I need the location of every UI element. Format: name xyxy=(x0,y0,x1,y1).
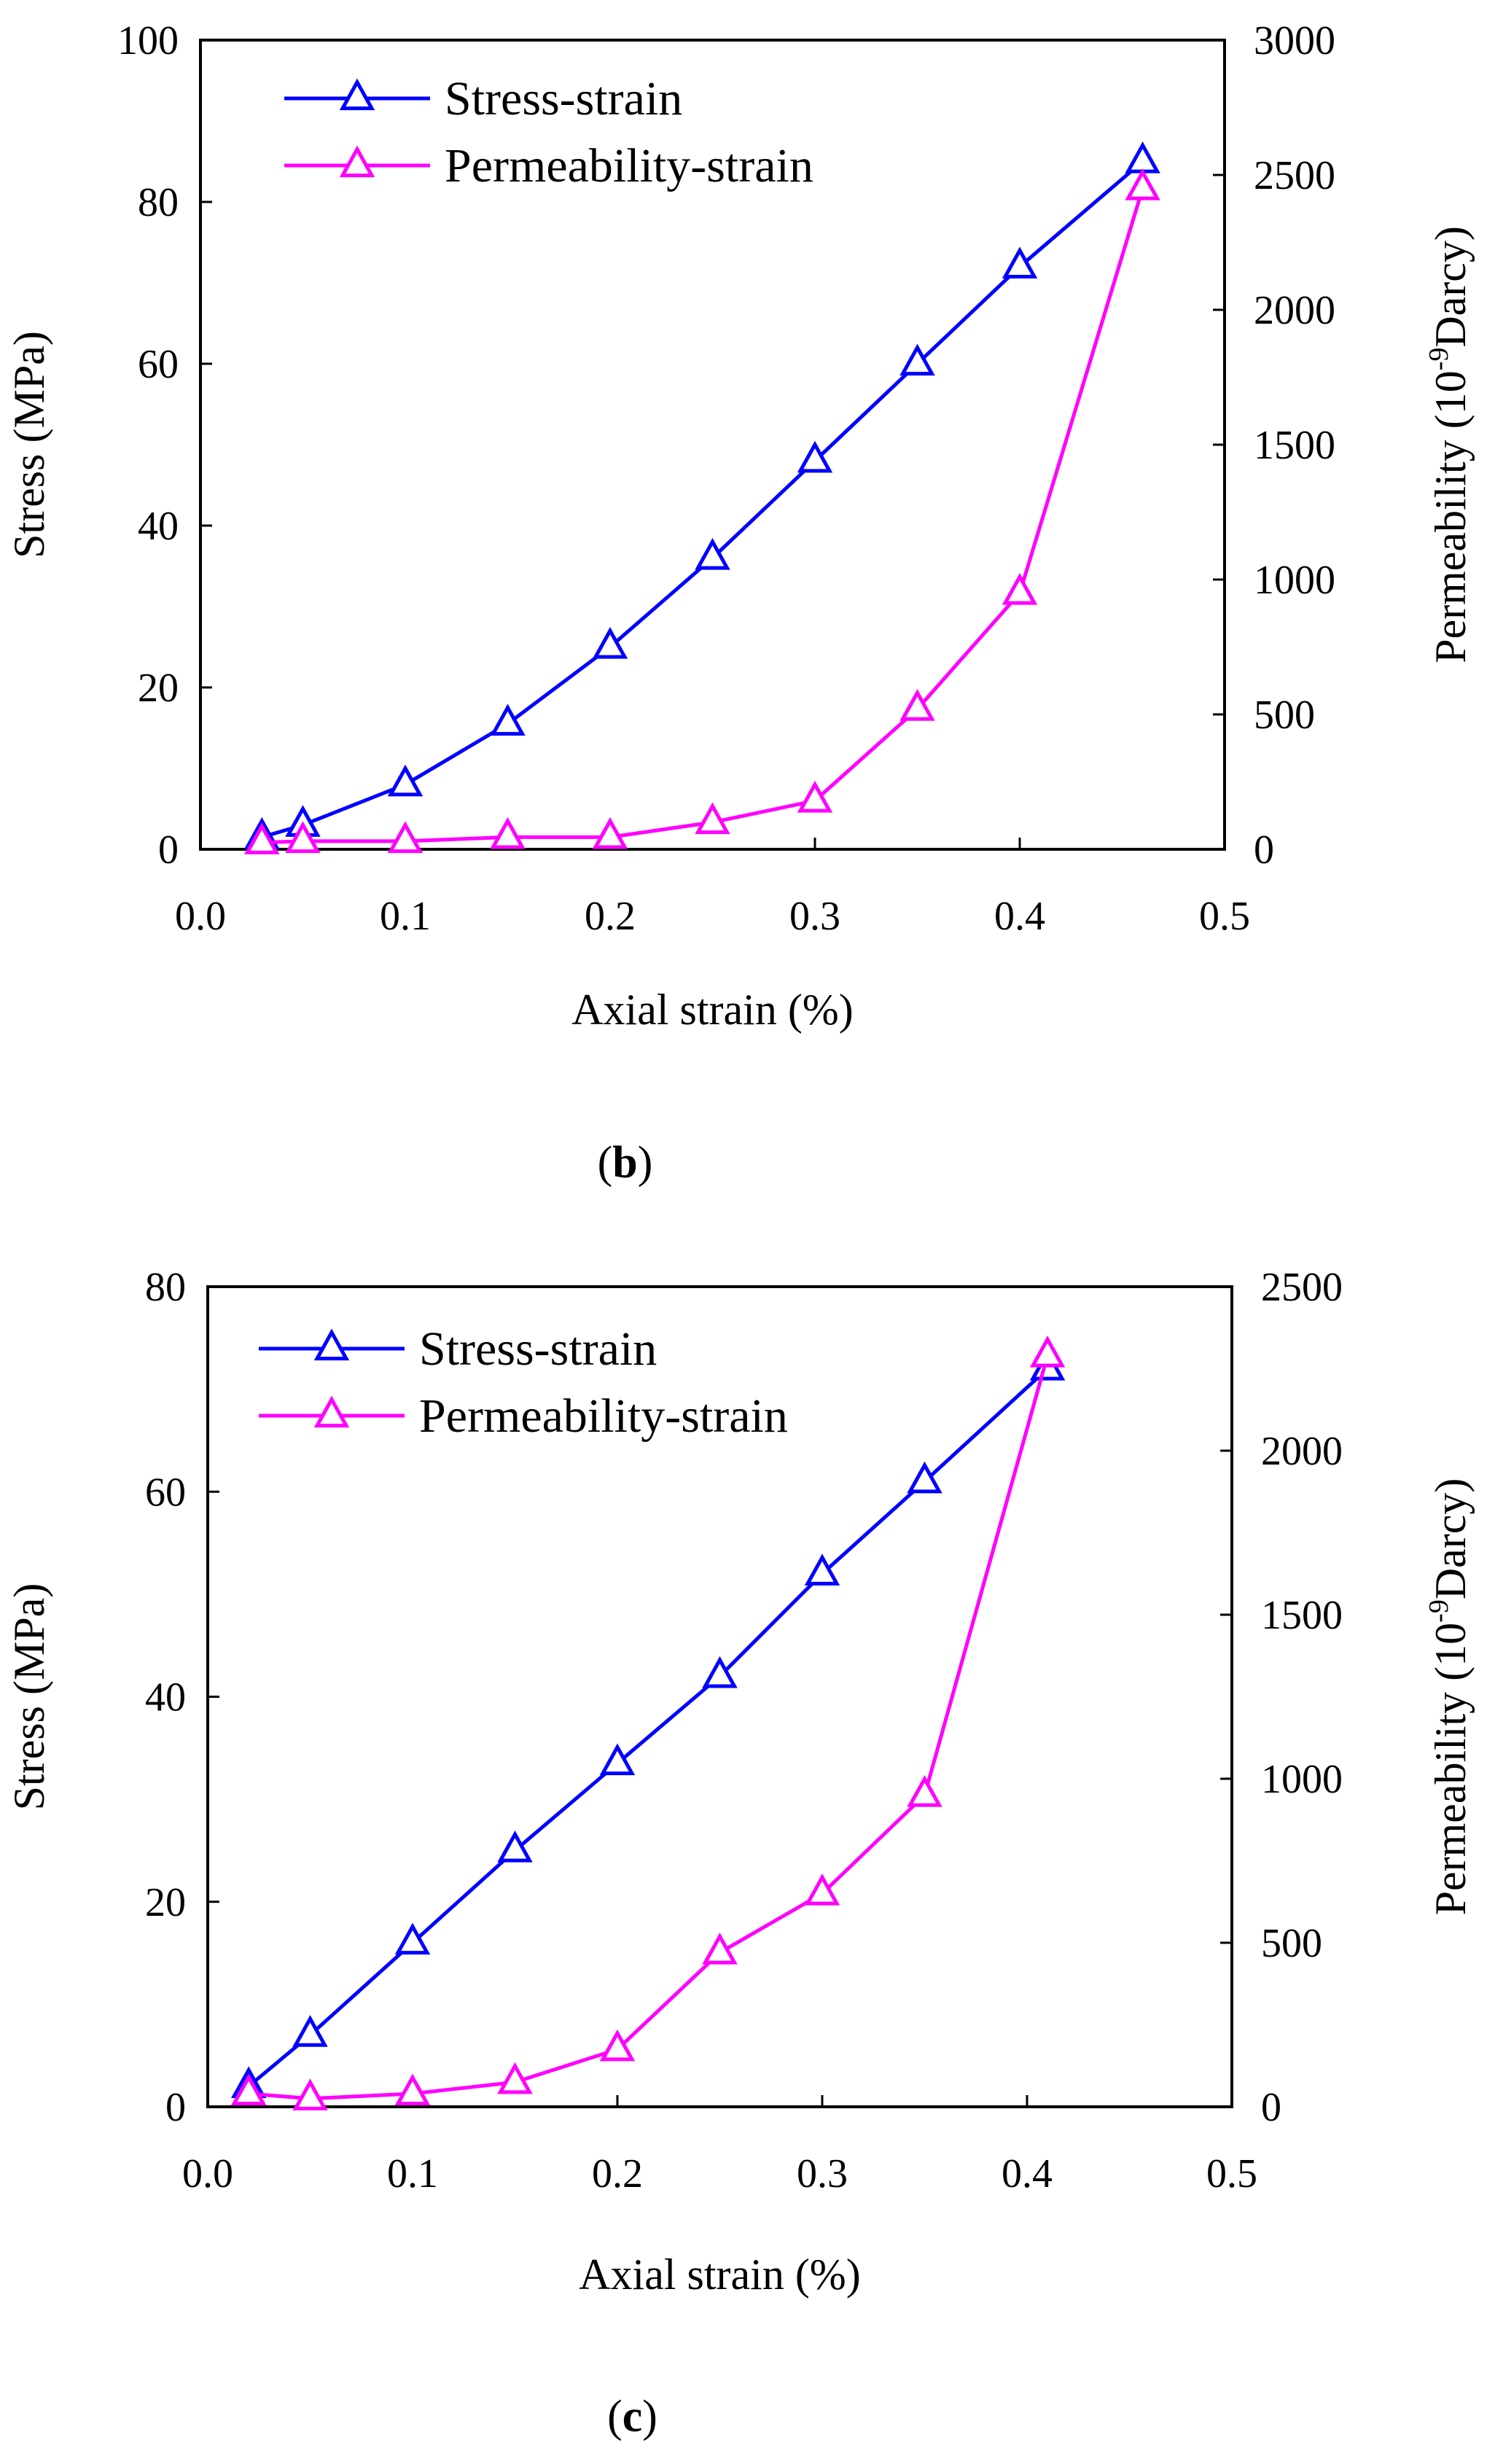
y2-tick-label: 2500 xyxy=(1254,153,1335,198)
y2-title-exponent: -9 xyxy=(1424,1599,1454,1623)
y2-tick-label: 500 xyxy=(1254,693,1315,738)
x-tick-label: 0.5 xyxy=(1199,894,1250,939)
y2-tick-label: 1500 xyxy=(1254,423,1335,468)
stress-strain-line xyxy=(261,160,1144,839)
permeability-strain-point xyxy=(599,2029,636,2062)
x-axis-title: Axial strain (%) xyxy=(571,986,854,1034)
permeability-strain-point xyxy=(497,2062,533,2094)
y-axis-title: Stress (MPa) xyxy=(5,1583,53,1811)
y-tick-label: 60 xyxy=(145,1470,186,1515)
y-tick-label: 0 xyxy=(165,2085,186,2130)
y-tick-label: 0 xyxy=(158,827,179,873)
panel-b: 0.0 0.1 0.2 0.3 0.4 0.50204060801000500100015… xyxy=(5,18,1475,1188)
y-tick-label: 40 xyxy=(145,1675,186,1720)
y-tick-label: 100 xyxy=(117,18,179,63)
y2-tick-label: 500 xyxy=(1261,1921,1322,1966)
legend-label-stress-strain: Stress-strain xyxy=(445,72,682,125)
y2-tick-label: 1500 xyxy=(1261,1593,1343,1638)
y-tick-label: 20 xyxy=(138,666,179,711)
y-axis-title: Stress (MPa) xyxy=(5,331,53,558)
x-tick-label: 0.0 xyxy=(175,894,226,939)
stress-strain-point xyxy=(804,1553,840,1586)
legend-label-permeability-strain: Permeability-strain xyxy=(445,139,813,192)
y2-title-exponent: -9 xyxy=(1424,348,1454,371)
stress-strain-point xyxy=(899,343,935,376)
permeability-strain-point xyxy=(490,816,526,849)
stress-strain-point xyxy=(497,1830,533,1863)
permeability-strain-point xyxy=(797,780,833,813)
stress-strain-point xyxy=(394,1922,431,1955)
stress-strain-point xyxy=(797,440,833,473)
stress-strain-point xyxy=(702,1656,738,1688)
permeability-strain-point xyxy=(899,689,935,721)
stress-strain-point xyxy=(592,627,628,659)
permeability-strain-point xyxy=(702,1933,738,1965)
x-tick-label: 0.1 xyxy=(380,894,431,939)
y2-tick-label: 1000 xyxy=(1261,1757,1343,1802)
permeability-strain-point xyxy=(285,821,321,854)
legend-marker-stress-strain xyxy=(339,78,375,111)
y2-tick-label: 2000 xyxy=(1261,1429,1343,1474)
permeability-strain-point xyxy=(387,821,423,854)
legend-label-permeability-strain: Permeability-strain xyxy=(419,1389,788,1443)
y-tick-label: 40 xyxy=(138,504,179,549)
permeability-strain-point xyxy=(907,1775,942,1807)
permeability-strain-point xyxy=(695,802,730,835)
legend-marker-permeability-strain xyxy=(313,1395,350,1428)
x-tick-label: 0.5 xyxy=(1206,2151,1257,2196)
y-tick-label: 80 xyxy=(145,1265,186,1310)
y2-tick-label: 3000 xyxy=(1254,18,1335,63)
permeability-strain-point xyxy=(1029,1336,1066,1368)
y2-title-prefix: Permeability (10 xyxy=(1426,1623,1475,1916)
stress-strain-point xyxy=(907,1461,942,1494)
x-tick-label: 0.4 xyxy=(994,894,1045,939)
y2-axis-title: Permeability (10-9Darcy) xyxy=(1424,226,1475,663)
stress-strain-point xyxy=(599,1743,636,1776)
x-tick-label: 0.0 xyxy=(182,2151,233,2196)
stress-strain-point xyxy=(387,764,423,797)
permeability-strain-line xyxy=(262,187,1144,845)
x-tick-label: 0.2 xyxy=(592,2151,643,2196)
stress-strain-point xyxy=(695,537,730,570)
permeability-strain-point xyxy=(230,2073,267,2106)
stress-strain-point xyxy=(1002,246,1038,278)
y2-tick-label: 0 xyxy=(1254,827,1274,873)
legend-marker-stress-strain xyxy=(313,1328,350,1361)
y-tick-label: 80 xyxy=(138,180,179,225)
y2-title-suffix: Darcy) xyxy=(1426,226,1475,348)
permeability-strain-point xyxy=(592,816,628,849)
x-tick-label: 0.2 xyxy=(585,894,636,939)
permeability-strain-point xyxy=(244,822,280,854)
y2-tick-label: 0 xyxy=(1261,2085,1281,2130)
stress-strain-point xyxy=(490,703,526,736)
stress-strain-point xyxy=(292,2015,328,2047)
y2-title-suffix: Darcy) xyxy=(1426,1478,1475,1600)
y-tick-label: 20 xyxy=(145,1880,186,1925)
x-tick-label: 0.1 xyxy=(387,2151,438,2196)
panel-caption: (b) xyxy=(598,1138,653,1188)
x-tick-label: 0.3 xyxy=(797,2151,848,2196)
permeability-strain-point xyxy=(804,1874,840,1906)
y2-tick-label: 2500 xyxy=(1261,1265,1343,1310)
y2-tick-label: 1000 xyxy=(1254,558,1335,603)
permeability-strain-point xyxy=(394,2073,431,2106)
y2-axis-title: Permeability (10-9Darcy) xyxy=(1424,1478,1475,1916)
y-tick-label: 60 xyxy=(138,342,179,387)
x-tick-label: 0.3 xyxy=(789,894,840,939)
legend-label-stress-strain: Stress-strain xyxy=(419,1322,657,1376)
panel-caption: (c) xyxy=(607,2392,657,2441)
legend-marker-permeability-strain xyxy=(339,145,375,178)
y2-tick-label: 2000 xyxy=(1254,288,1335,333)
x-axis-title: Axial strain (%) xyxy=(579,2250,861,2299)
panel-c: 0.0 0.1 0.2 0.3 0.4 0.50204060800500100015002… xyxy=(5,1265,1475,2441)
y2-title-prefix: Permeability (10 xyxy=(1426,370,1475,663)
permeability-strain-point xyxy=(1002,573,1038,605)
permeability-strain-point xyxy=(1125,168,1160,200)
permeability-strain-point xyxy=(292,2078,328,2110)
x-tick-label: 0.4 xyxy=(1002,2151,1053,2196)
